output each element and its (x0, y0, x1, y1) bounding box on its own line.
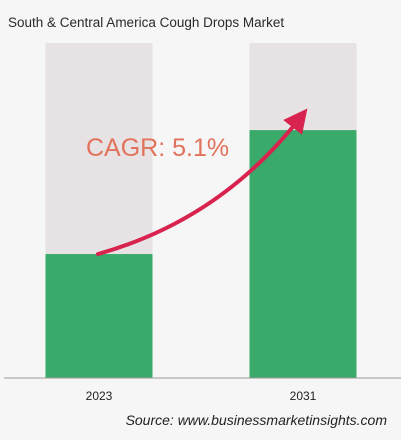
chart-title: South & Central America Cough Drops Mark… (8, 15, 285, 30)
bar-2023 (45, 254, 153, 378)
source-credit: Source: www.businessmarketinsights.com (125, 412, 387, 428)
bar-2031 (249, 130, 357, 378)
x-tick-label-2031: 2031 (290, 389, 317, 403)
cagr-annotation: CAGR: 5.1% (86, 134, 230, 162)
x-tick-label-2023: 2023 (86, 389, 113, 403)
growth-arrow (96, 108, 308, 256)
